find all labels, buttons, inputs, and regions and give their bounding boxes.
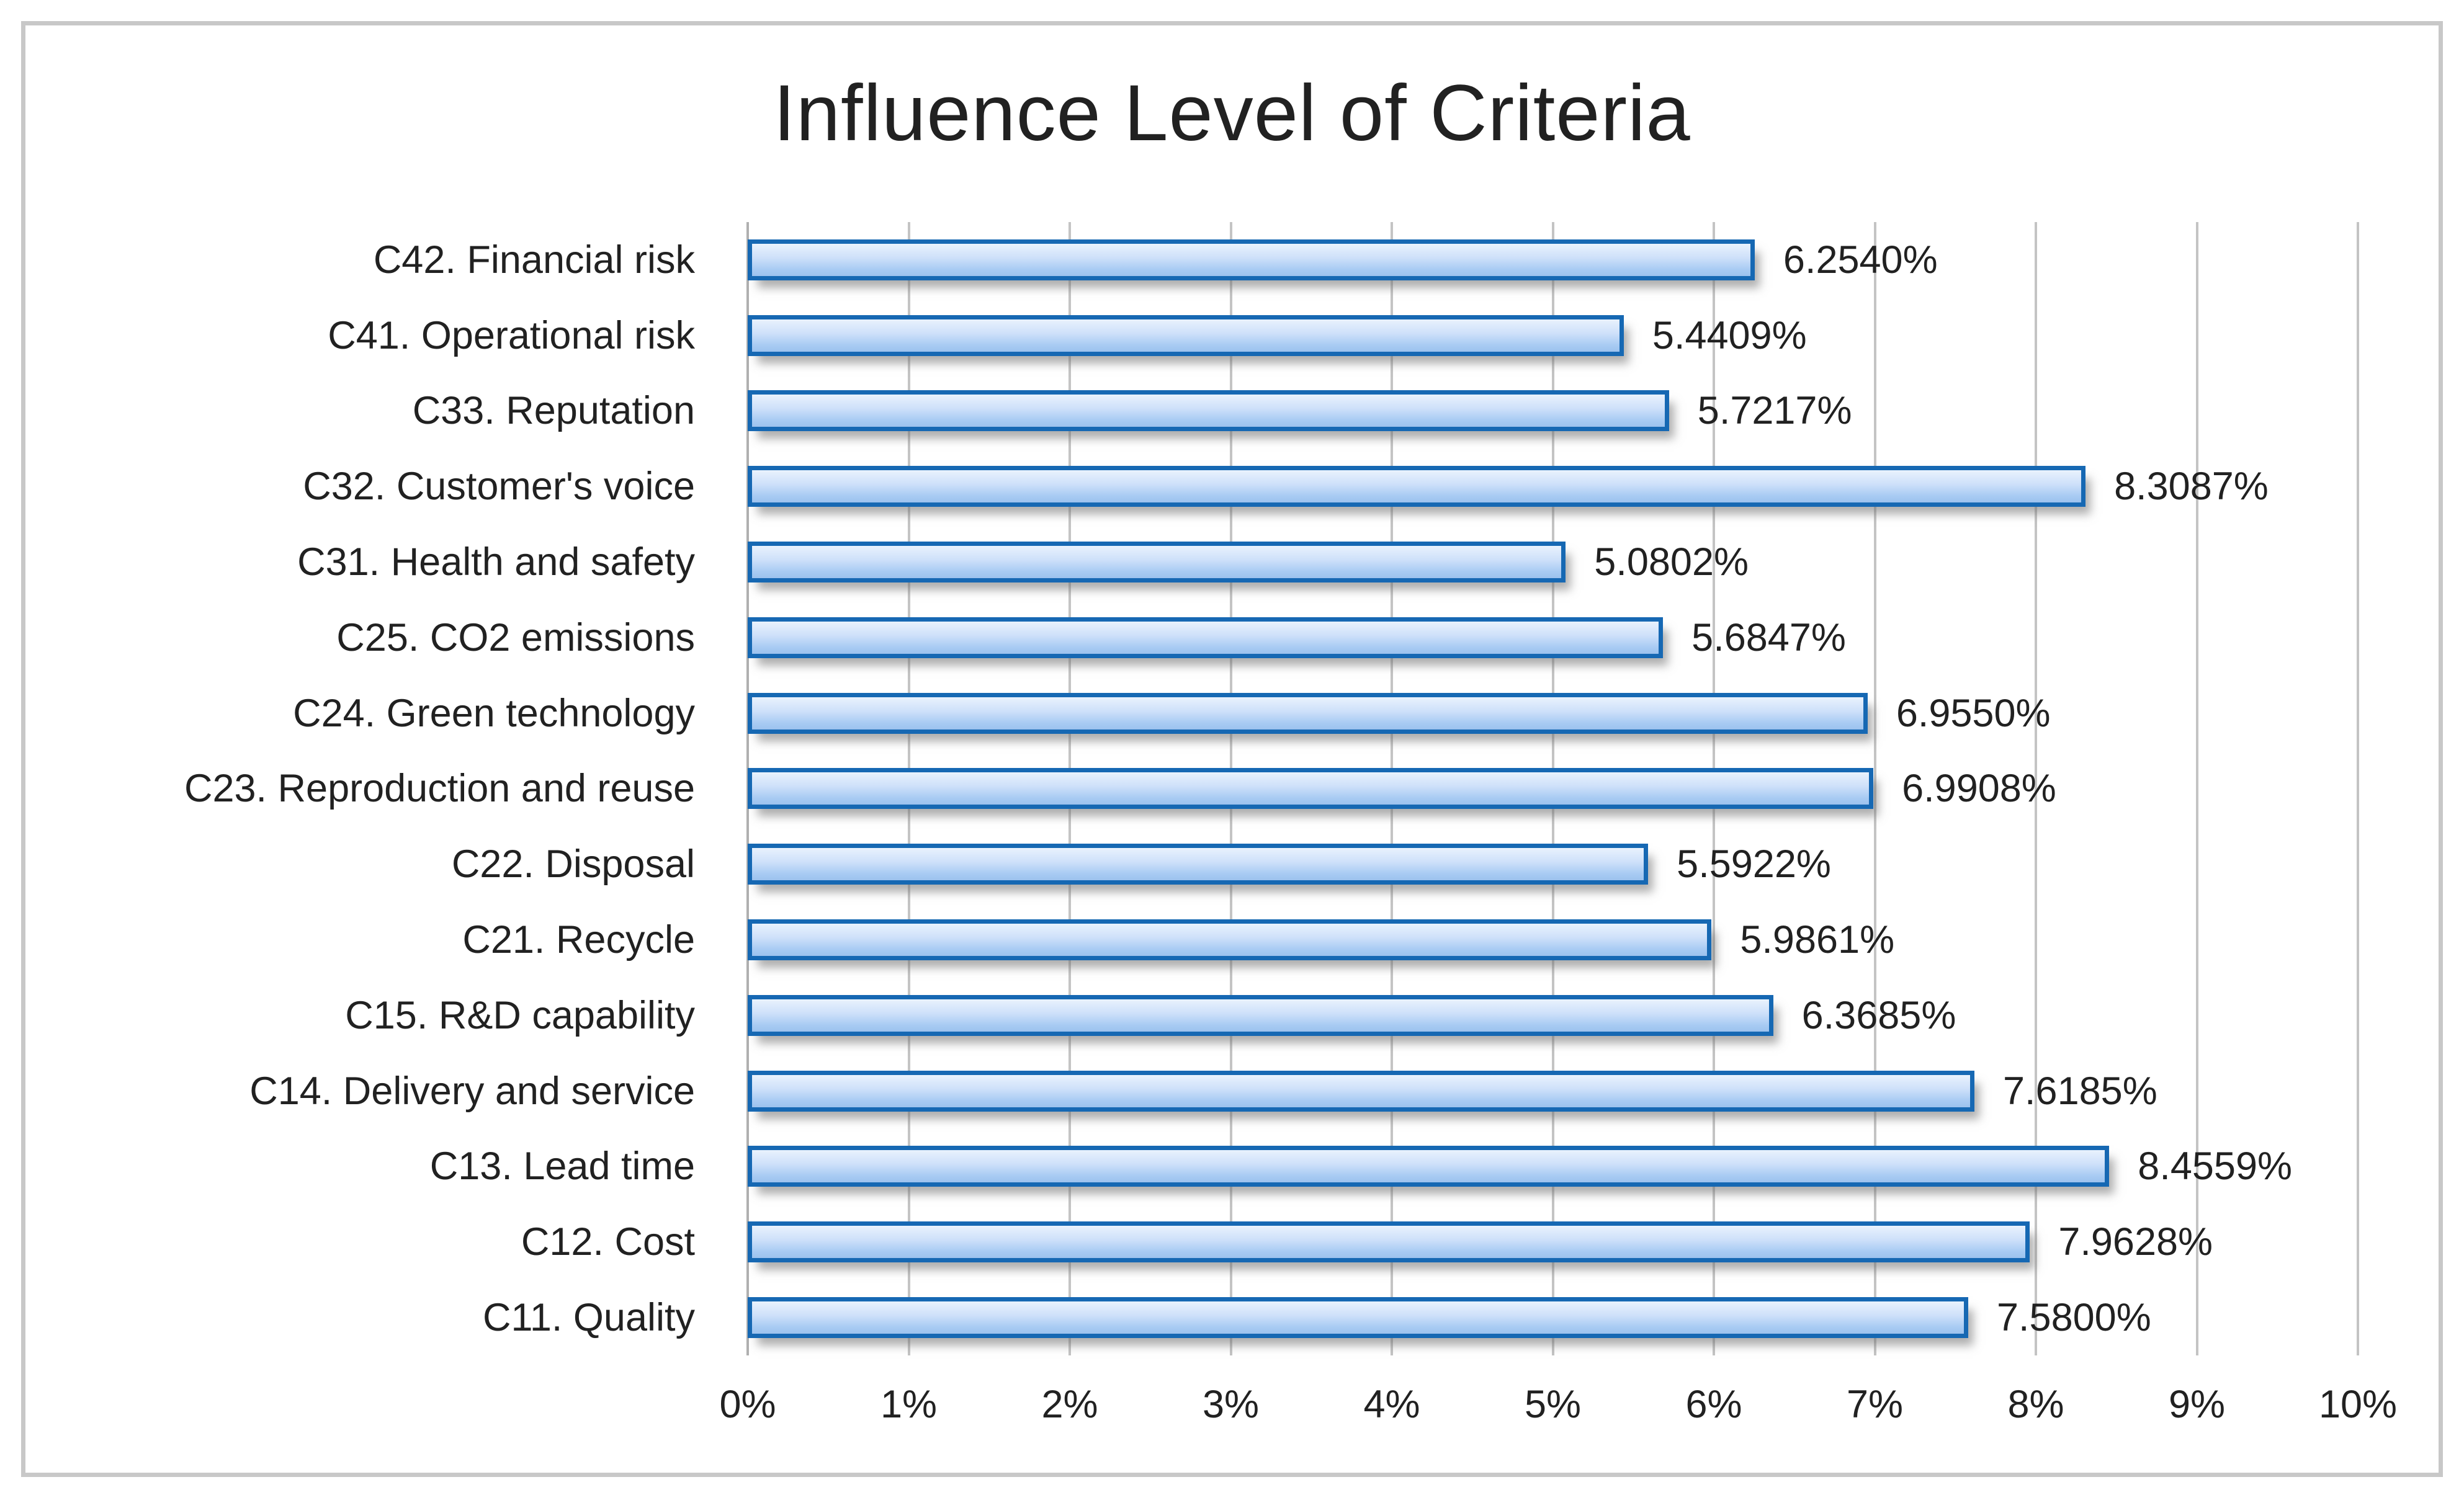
value-label: 6.3685% bbox=[1801, 993, 1956, 1037]
bar-row: C23. Reproduction and reuse 6.9908% bbox=[184, 751, 2358, 827]
bar bbox=[748, 617, 1664, 658]
bar-row: C25. CO2 emissions 5.6847% bbox=[336, 600, 2358, 676]
value-label: 7.6185% bbox=[2003, 1069, 2157, 1113]
category-label: C21. Recycle bbox=[462, 918, 695, 962]
category-label: C13. Lead time bbox=[429, 1145, 695, 1189]
x-tick-label: 7% bbox=[1846, 1383, 1904, 1426]
value-label: 5.9861% bbox=[1740, 918, 1895, 962]
x-tick-label: 1% bbox=[880, 1383, 938, 1426]
bar bbox=[748, 390, 1669, 432]
category-label: C11. Quality bbox=[483, 1296, 695, 1340]
category-label: C24. Green technology bbox=[293, 691, 695, 735]
bar-row: C31. Health and safety 5.0802% bbox=[297, 524, 2358, 600]
category-label: C41. Operational risk bbox=[328, 313, 695, 357]
x-tick-label: 3% bbox=[1202, 1383, 1260, 1426]
x-tick-label: 2% bbox=[1041, 1383, 1098, 1426]
category-label: C25. CO2 emissions bbox=[336, 615, 695, 659]
category-label: C32. Customer's voice bbox=[303, 465, 695, 509]
bar-row: C15. R&D capability 6.3685% bbox=[345, 978, 2358, 1053]
gridline bbox=[2195, 222, 2198, 1355]
bar-row: C14. Delivery and service 7.6185% bbox=[249, 1053, 2358, 1129]
value-label: 6.9908% bbox=[1902, 767, 2056, 811]
x-tick-label: 0% bbox=[719, 1383, 776, 1426]
category-label: C42. Financial risk bbox=[373, 238, 695, 282]
bar-row: C42. Financial risk 6.2540% bbox=[374, 222, 2358, 298]
bar bbox=[748, 466, 2086, 507]
bar-row: C12. Cost 7.9628% bbox=[521, 1204, 2358, 1280]
value-label: 5.5922% bbox=[1677, 842, 1831, 886]
bar-row: C13. Lead time 8.4559% bbox=[430, 1129, 2358, 1205]
gridline bbox=[1873, 222, 1876, 1355]
value-label: 5.0802% bbox=[1594, 540, 1749, 584]
value-label: 5.7217% bbox=[1697, 389, 1852, 433]
bar bbox=[748, 919, 1712, 961]
x-tick-label: 8% bbox=[2007, 1383, 2064, 1426]
bar-row: C41. Operational risk 5.4409% bbox=[328, 298, 2358, 373]
value-label: 5.6847% bbox=[1691, 615, 1846, 659]
x-tick-label: 10% bbox=[2318, 1383, 2398, 1426]
bar-row: C24. Green technology 6.9550% bbox=[293, 676, 2358, 751]
bar bbox=[748, 768, 1874, 810]
bar bbox=[748, 1297, 1968, 1339]
bar bbox=[748, 994, 1773, 1036]
bar bbox=[748, 1146, 2110, 1187]
bar-row: C33. Reputation 5.7217% bbox=[413, 373, 2358, 449]
value-label: 6.9550% bbox=[1896, 691, 2051, 735]
category-label: C22. Disposal bbox=[451, 842, 695, 886]
category-label: C23. Reproduction and reuse bbox=[184, 767, 695, 811]
bar bbox=[748, 1221, 2030, 1263]
bar bbox=[748, 692, 1868, 734]
value-label: 7.5800% bbox=[1997, 1296, 2151, 1340]
plot-area: C42. Financial risk 6.2540% C41. Operation… bbox=[184, 222, 2359, 1355]
chart-border-frame: Influence Level of Criteria C42. Financi… bbox=[21, 21, 2443, 1477]
bar bbox=[748, 315, 1624, 356]
bar bbox=[748, 239, 1755, 280]
category-label: C12. Cost bbox=[521, 1220, 695, 1264]
x-tick-label: 6% bbox=[1685, 1383, 1742, 1426]
bar-row: C32. Customer's voice 8.3087% bbox=[303, 448, 2358, 524]
value-label: 7.9628% bbox=[2058, 1220, 2213, 1264]
gridline bbox=[2357, 222, 2359, 1355]
category-label: C14. Delivery and service bbox=[249, 1069, 695, 1113]
bar bbox=[748, 1070, 1974, 1112]
value-label: 8.4559% bbox=[2138, 1145, 2293, 1189]
x-tick-label: 4% bbox=[1363, 1383, 1420, 1426]
category-label: C33. Reputation bbox=[412, 389, 695, 433]
x-tick-label: 5% bbox=[1524, 1383, 1582, 1426]
category-label: C31. Health and safety bbox=[297, 540, 695, 584]
value-label: 5.4409% bbox=[1652, 313, 1807, 357]
bar-row: C11. Quality 7.5800% bbox=[483, 1280, 2358, 1355]
bar-row: C22. Disposal 5.5922% bbox=[452, 826, 2358, 902]
bar-row: C21. Recycle 5.9861% bbox=[462, 902, 2358, 978]
category-label: C15. R&D capability bbox=[345, 993, 695, 1037]
value-label: 8.3087% bbox=[2114, 465, 2269, 509]
x-tick-label: 9% bbox=[2168, 1383, 2226, 1426]
bar bbox=[748, 844, 1649, 885]
bar bbox=[748, 542, 1566, 583]
gridline bbox=[2035, 222, 2037, 1355]
value-label: 6.2540% bbox=[1783, 238, 1938, 282]
x-axis: 0% 1% 2% 3% 4% 5% 6% 7% 8% 9% 10% bbox=[719, 1370, 2397, 1439]
chart-title: Influence Level of Criteria bbox=[773, 69, 1691, 158]
